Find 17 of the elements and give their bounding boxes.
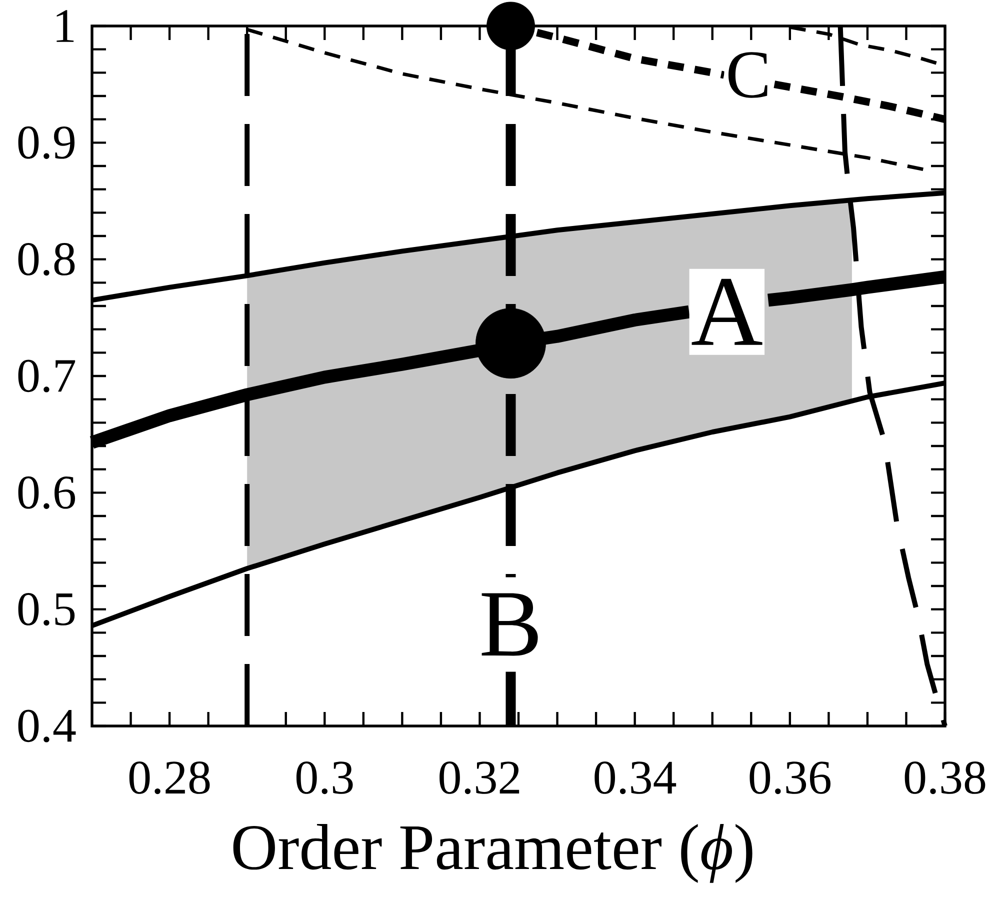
x-tick-label: 0.28: [129, 762, 210, 794]
x-tick-label: 0.36: [750, 762, 830, 794]
y-tick-label: 0.9: [18, 126, 74, 159]
y-tick-label: 0.8: [18, 243, 75, 276]
annotation: A: [692, 278, 762, 345]
x-tick-label: 0.34: [594, 762, 676, 794]
x-tick-label: 0.38: [904, 762, 986, 794]
y-tick-label: 0.7: [18, 360, 76, 392]
y-tick-label: 0.5: [18, 593, 75, 626]
y-tick-label: 1: [56, 10, 74, 42]
x-axis-title: Order Parameter (ϕ): [233, 824, 752, 883]
x-tick-label: 0.32: [440, 762, 520, 794]
y-tick-label: 0.6: [18, 476, 76, 509]
y-tick-label: 0.4: [18, 710, 76, 742]
ref-line-label: B: [482, 593, 538, 656]
x-tick-label: 0.3: [296, 762, 353, 794]
annotation: C: [728, 52, 768, 98]
